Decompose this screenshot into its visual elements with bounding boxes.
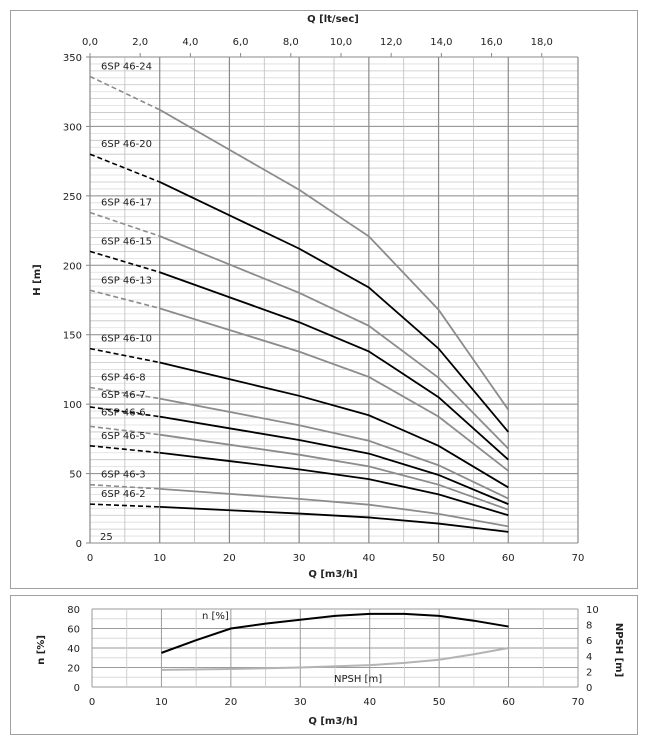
x-tick-label: 70 — [572, 553, 585, 564]
y-tick-label: 200 — [63, 261, 82, 272]
y-tick-label: 50 — [69, 470, 82, 481]
x2-tick-label: 6,0 — [233, 37, 249, 48]
x2-tick-label: 2,0 — [132, 37, 148, 48]
x-tick-label: 40 — [362, 553, 375, 564]
curve-label: 6SP 46-20 — [101, 139, 152, 150]
y2-tick-label: 0 — [586, 683, 592, 694]
pump-curve-6sp-46-3 — [159, 487, 509, 528]
curve-dashed — [89, 289, 160, 310]
pump-curve-6sp-46-10 — [159, 361, 509, 489]
curve-label: 6SP 46-2 — [101, 489, 146, 500]
y-tick-label: 350 — [63, 53, 82, 64]
x-tick-label: 10 — [153, 553, 166, 564]
curve-label: 6SP 46-7 — [101, 390, 146, 401]
y-tick-label: 60 — [67, 625, 80, 636]
x-tick-label: 50 — [433, 697, 446, 708]
x-tick-label: 60 — [502, 697, 515, 708]
bottom-y2-axis-title: NPSH [m] — [613, 623, 624, 677]
curve-label: 6SP 46-5 — [101, 431, 146, 442]
curve-label: 6SP 46-13 — [101, 275, 152, 286]
curve-dashed — [89, 75, 161, 111]
curve-dashed — [89, 347, 160, 364]
y2-tick-label: 10 — [586, 605, 599, 616]
y-tick-label: 0 — [76, 539, 82, 550]
y2-tick-label: 6 — [586, 636, 592, 647]
curve-dashed — [89, 425, 160, 436]
y-tick-label: 40 — [67, 644, 80, 655]
curve-dashed — [89, 211, 160, 237]
curve-dashed — [89, 406, 160, 418]
y-tick-label: 100 — [63, 400, 82, 411]
curve-label: 6SP 46-17 — [101, 198, 152, 209]
bottom-y-axis-title: n [%] — [36, 635, 47, 665]
curve-label: 6SP 46-10 — [101, 334, 152, 345]
efficiency-curve — [161, 612, 509, 654]
pump-curve-6sp-46-15 — [159, 271, 509, 461]
x-tick-label: 0 — [89, 697, 95, 708]
y-tick-label: 300 — [63, 122, 82, 133]
curve-dashed — [89, 503, 160, 508]
x-tick-label: 20 — [224, 697, 237, 708]
curve-label: 6SP 46-6 — [101, 407, 146, 418]
pump-curve-6sp-46-6 — [159, 433, 509, 511]
x-tick-label: 60 — [502, 553, 515, 564]
x-tick-label: 40 — [363, 697, 376, 708]
x2-tick-label: 16,0 — [480, 37, 502, 48]
top-x2-axis-title: Q [lt/sec] — [307, 14, 359, 25]
curve-dashed — [89, 250, 160, 273]
npsh-series-label: NPSH [m] — [334, 674, 382, 685]
pump-curve-6sp-46-8 — [159, 397, 509, 500]
y2-tick-label: 2 — [586, 667, 592, 678]
x2-tick-label: 0,0 — [82, 37, 98, 48]
top-chart-frame — [10, 10, 638, 589]
y2-tick-label: 8 — [586, 621, 592, 632]
y-tick-label: 80 — [67, 605, 80, 616]
x-tick-label: 30 — [293, 553, 306, 564]
top-y-axis-title: H [m] — [32, 264, 43, 295]
x-tick-label: 20 — [223, 553, 236, 564]
pump-curve-6sp-46-20 — [159, 181, 509, 433]
x-tick-label: 10 — [155, 697, 168, 708]
x-tick-label: 70 — [572, 697, 585, 708]
curve-dashed — [89, 483, 160, 490]
curve-dashed — [89, 386, 160, 400]
pump-curve-6sp-46-2 — [159, 505, 509, 533]
top-x-axis-title: Q [m3/h] — [308, 569, 357, 580]
bottom-x-axis-title: Q [m3/h] — [308, 716, 357, 727]
curve-label: 6SP 46-15 — [101, 236, 152, 247]
x-tick-label: 50 — [432, 553, 445, 564]
y-tick-label: 150 — [63, 331, 82, 342]
x-tick-label: 30 — [294, 697, 307, 708]
curve-label: 6SP 46-3 — [101, 470, 146, 481]
curve-label: 6SP 46-24 — [101, 61, 152, 72]
pump-curve-6sp-46-13 — [159, 307, 509, 472]
x2-tick-label: 14,0 — [430, 37, 452, 48]
curve-dashed — [89, 153, 161, 183]
y-tick-label: 20 — [67, 664, 80, 675]
pump-curve-6sp-46-17 — [159, 235, 509, 450]
x2-tick-label: 8,0 — [283, 37, 299, 48]
y-tick-label: 0 — [74, 683, 80, 694]
pump-curve-6sp-46-7 — [159, 415, 509, 505]
curve-dashed — [89, 445, 160, 454]
efficiency-series-label: n [%] — [202, 611, 229, 622]
x-tick-label: 0 — [87, 553, 93, 564]
curve-label: 6SP 46-8 — [101, 372, 146, 383]
x2-tick-label: 4,0 — [182, 37, 198, 48]
pump-curve-6sp-46-5 — [159, 451, 509, 517]
y-tick-label: 250 — [63, 192, 82, 203]
x2-tick-label: 10,0 — [330, 37, 352, 48]
pump-curve-6sp-46-24 — [159, 108, 510, 411]
x2-tick-label: 12,0 — [380, 37, 402, 48]
annotation-25: 25 — [100, 532, 113, 543]
y2-tick-label: 4 — [586, 652, 592, 663]
x2-tick-label: 18,0 — [531, 37, 553, 48]
npsh-curve — [161, 647, 509, 671]
